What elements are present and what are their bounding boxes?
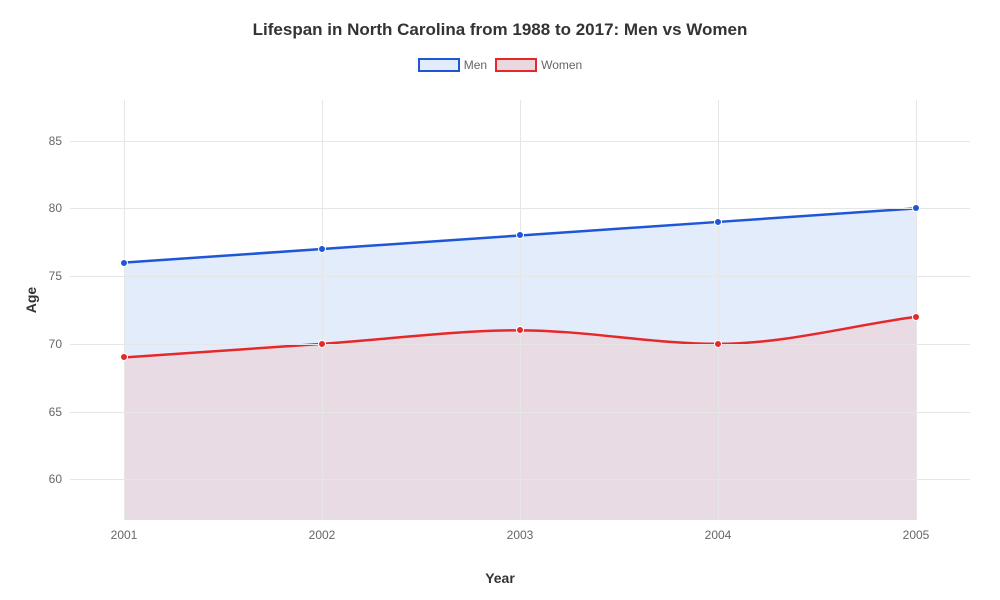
x-tick-label: 2001 (111, 520, 138, 542)
y-axis-label: Age (23, 287, 39, 313)
plot-area: 60657075808520012002200320042005 (70, 100, 970, 520)
x-tick-label: 2003 (507, 520, 534, 542)
data-point-men[interactable] (912, 204, 920, 212)
data-point-women[interactable] (120, 353, 128, 361)
grid-line-vertical (916, 100, 917, 520)
chart-container: Lifespan in North Carolina from 1988 to … (0, 0, 1000, 600)
y-tick-label: 70 (49, 337, 70, 351)
legend-swatch-women (495, 58, 537, 72)
y-tick-label: 85 (49, 134, 70, 148)
y-tick-label: 80 (49, 201, 70, 215)
legend: Men Women (0, 58, 1000, 72)
legend-label-women: Women (541, 58, 582, 72)
data-point-women[interactable] (516, 326, 524, 334)
data-point-men[interactable] (318, 245, 326, 253)
grid-line-vertical (520, 100, 521, 520)
data-point-women[interactable] (912, 313, 920, 321)
x-tick-label: 2002 (309, 520, 336, 542)
grid-line-vertical (322, 100, 323, 520)
x-tick-label: 2004 (705, 520, 732, 542)
data-point-men[interactable] (516, 231, 524, 239)
data-point-women[interactable] (318, 340, 326, 348)
y-tick-label: 60 (49, 472, 70, 486)
data-point-men[interactable] (714, 218, 722, 226)
y-tick-label: 65 (49, 405, 70, 419)
legend-label-men: Men (464, 58, 487, 72)
data-point-women[interactable] (714, 340, 722, 348)
grid-line-vertical (124, 100, 125, 520)
data-point-men[interactable] (120, 259, 128, 267)
grid-line-vertical (718, 100, 719, 520)
chart-title: Lifespan in North Carolina from 1988 to … (0, 0, 1000, 40)
legend-item-women[interactable]: Women (495, 58, 582, 72)
legend-swatch-men (418, 58, 460, 72)
x-axis-label: Year (485, 570, 515, 586)
x-tick-label: 2005 (903, 520, 930, 542)
legend-item-men[interactable]: Men (418, 58, 487, 72)
y-tick-label: 75 (49, 269, 70, 283)
